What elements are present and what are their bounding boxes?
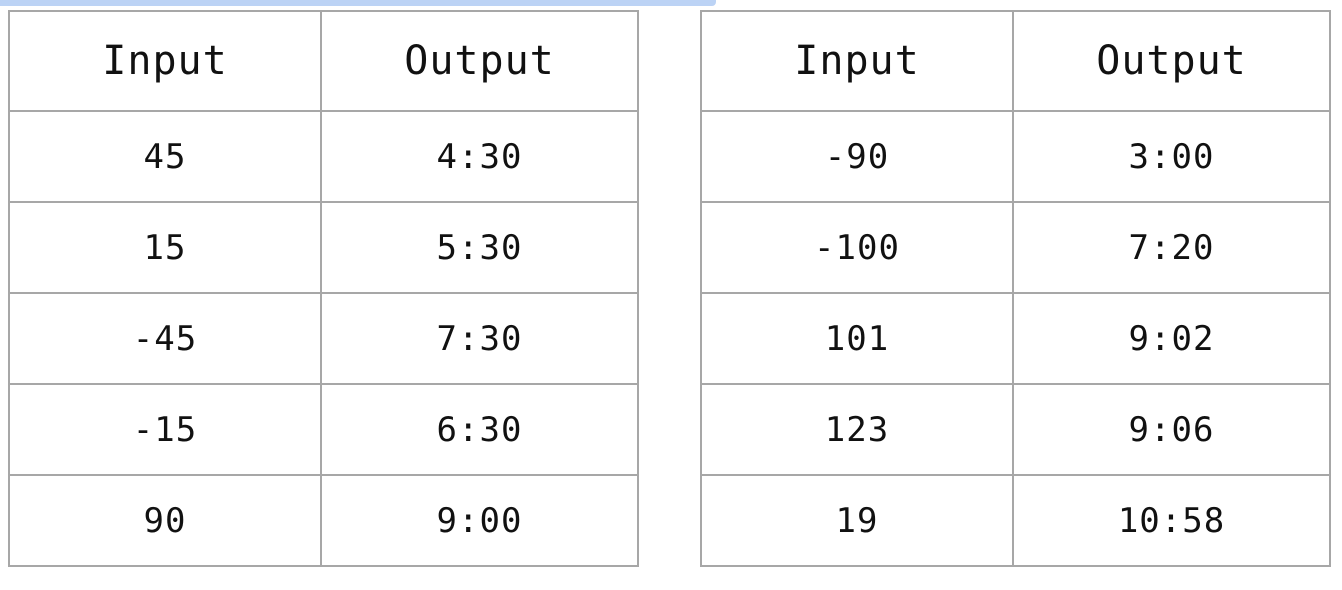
output-cell: 5:30 <box>320 201 639 294</box>
output-cell: 4:30 <box>320 110 639 203</box>
table-row: -90 3:00 <box>700 110 1331 203</box>
input-header: Input <box>700 10 1014 112</box>
output-cell: 9:02 <box>1012 292 1331 385</box>
table-row: 15 5:30 <box>8 201 639 294</box>
table-row: -15 6:30 <box>8 383 639 476</box>
table-header-row: Input Output <box>700 10 1331 112</box>
table-row: 123 9:06 <box>700 383 1331 476</box>
table-row: 90 9:00 <box>8 474 639 567</box>
io-table-right: Input Output -90 3:00 -100 7:20 101 9:02… <box>700 10 1331 567</box>
table-row: 45 4:30 <box>8 110 639 203</box>
output-header: Output <box>1012 10 1331 112</box>
output-cell: 10:58 <box>1012 474 1331 567</box>
input-cell: -100 <box>700 201 1014 294</box>
input-cell: 15 <box>8 201 322 294</box>
io-table-left: Input Output 45 4:30 15 5:30 -45 7:30 -1… <box>8 10 639 567</box>
table-row: -100 7:20 <box>700 201 1331 294</box>
table-row: 101 9:02 <box>700 292 1331 385</box>
table-row: 19 10:58 <box>700 474 1331 567</box>
input-cell: -45 <box>8 292 322 385</box>
input-cell: 90 <box>8 474 322 567</box>
input-header: Input <box>8 10 322 112</box>
output-cell: 6:30 <box>320 383 639 476</box>
output-cell: 3:00 <box>1012 110 1331 203</box>
output-cell: 9:06 <box>1012 383 1331 476</box>
output-header: Output <box>320 10 639 112</box>
table-header-row: Input Output <box>8 10 639 112</box>
output-cell: 7:30 <box>320 292 639 385</box>
input-cell: 19 <box>700 474 1014 567</box>
input-cell: -15 <box>8 383 322 476</box>
selection-highlight-strip <box>0 0 716 6</box>
input-cell: 123 <box>700 383 1014 476</box>
output-cell: 9:00 <box>320 474 639 567</box>
table-row: -45 7:30 <box>8 292 639 385</box>
input-cell: 101 <box>700 292 1014 385</box>
output-cell: 7:20 <box>1012 201 1331 294</box>
input-cell: -90 <box>700 110 1014 203</box>
input-cell: 45 <box>8 110 322 203</box>
